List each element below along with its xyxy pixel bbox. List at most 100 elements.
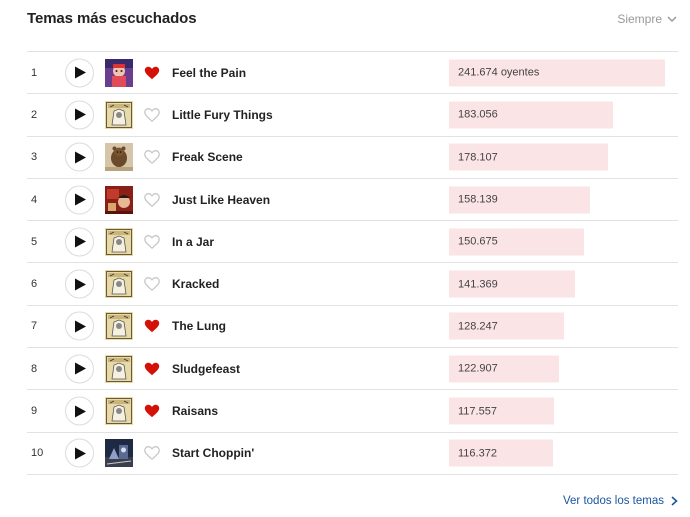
play-button[interactable] [65, 185, 94, 215]
play-icon [75, 278, 86, 291]
listeners-count: 122.907 [458, 362, 498, 375]
listeners-bar [449, 228, 584, 256]
track-name-link[interactable]: Freak Scene [172, 150, 243, 165]
listeners-bar [449, 397, 554, 425]
track-row[interactable]: 7 The Lung 128.247 [27, 306, 678, 349]
track-name-link[interactable]: Little Fury Things [172, 107, 273, 122]
heart-outline-icon[interactable] [144, 192, 160, 207]
track-rank: 2 [31, 108, 38, 121]
track-rank: 3 [31, 151, 38, 164]
heart-outline-icon[interactable] [144, 446, 160, 461]
heart-outline-icon[interactable] [144, 107, 160, 122]
listeners-bar [449, 270, 575, 298]
play-button[interactable] [65, 354, 94, 384]
heart-filled-icon[interactable] [144, 319, 160, 333]
track-row[interactable]: 3 Freak Scene 178.107 [27, 137, 678, 179]
listeners-bar-container: 183.056 [449, 101, 665, 129]
play-icon [75, 447, 86, 460]
play-button[interactable] [65, 58, 94, 88]
listeners-bar-container: 122.907 [449, 355, 665, 383]
heart-outline-icon[interactable] [144, 234, 160, 249]
listeners-count: 117.557 [458, 405, 497, 418]
listeners-bar [449, 439, 553, 467]
track-name-link[interactable]: Kracked [172, 277, 220, 292]
listeners-bar-container: 117.557 [449, 397, 665, 425]
album-art[interactable] [105, 312, 133, 341]
play-icon [75, 66, 86, 79]
track-name-link[interactable]: In a Jar [172, 234, 215, 249]
track-row[interactable]: 10 Start Choppin' 116.372 [27, 433, 678, 475]
album-art[interactable] [105, 143, 133, 172]
listeners-count: 116.372 [458, 447, 497, 460]
top-tracks-list: 1 Feel the Pain 241.674 oyentes 2 Little Fur… [27, 51, 678, 475]
listeners-bar [449, 312, 564, 340]
listeners-bar [449, 186, 590, 214]
listeners-count: 128.247 [458, 320, 498, 333]
album-art[interactable] [105, 185, 133, 214]
chevron-right-icon [671, 496, 678, 506]
track-rank: 6 [31, 278, 38, 291]
listeners-count: 241.674 oyentes [458, 66, 540, 79]
track-row[interactable]: 9 Raisans 117.557 [27, 390, 678, 433]
heart-outline-icon[interactable] [144, 277, 160, 292]
listeners-count: 158.139 [458, 193, 498, 206]
album-art[interactable] [105, 354, 133, 383]
album-art[interactable] [105, 100, 133, 129]
heart-filled-icon[interactable] [144, 362, 160, 376]
track-row[interactable]: 8 Sludgefeast 122.907 [27, 348, 678, 391]
chevron-down-icon [667, 15, 677, 22]
track-rank: 7 [31, 320, 38, 333]
heart-outline-icon[interactable] [144, 150, 160, 165]
track-name-link[interactable]: Start Choppin' [172, 446, 255, 461]
play-button[interactable] [65, 396, 94, 426]
listeners-bar-container: 178.107 [449, 143, 665, 171]
album-art[interactable] [105, 397, 133, 426]
listeners-bar-container: 141.369 [449, 270, 665, 298]
listeners-bar [449, 143, 608, 171]
play-button[interactable] [65, 269, 94, 299]
track-row[interactable]: 1 Feel the Pain 241.674 oyentes [27, 52, 678, 95]
play-button[interactable] [65, 227, 94, 257]
track-name-link[interactable]: Sludgefeast [172, 361, 241, 376]
play-icon [75, 235, 86, 248]
track-rank: 4 [31, 193, 38, 206]
see-all-tracks-link[interactable]: Ver todos los temas [563, 495, 678, 507]
track-name-link[interactable]: The Lung [172, 319, 226, 334]
album-art[interactable] [105, 58, 133, 87]
see-all-label: Ver todos los temas [563, 495, 664, 507]
track-name-link[interactable]: Just Like Heaven [172, 192, 271, 207]
heart-filled-icon[interactable] [144, 66, 160, 80]
listeners-bar-container: 116.372 [449, 439, 665, 467]
listeners-count: 183.056 [458, 108, 498, 121]
track-rank: 9 [31, 405, 38, 418]
track-name-link[interactable]: Feel the Pain [172, 65, 247, 80]
play-button[interactable] [65, 438, 94, 468]
listeners-bar-container: 150.675 [449, 228, 665, 256]
play-button[interactable] [65, 100, 94, 130]
listeners-count: 150.675 [458, 235, 498, 248]
listeners-bar-container: 241.674 oyentes [449, 59, 665, 87]
play-button[interactable] [65, 311, 94, 341]
track-row[interactable]: 5 In a Jar 150.675 [27, 221, 678, 264]
track-rank: 5 [31, 235, 38, 248]
album-art[interactable] [105, 439, 133, 468]
listeners-bar-container: 128.247 [449, 312, 665, 340]
top-tracks-header: Temas más escuchados Siempre [27, 10, 677, 34]
period-label: Siempre [617, 12, 662, 26]
listeners-count: 141.369 [458, 278, 498, 291]
track-rank: 1 [31, 66, 38, 79]
track-row[interactable]: 2 Little Fury Things 183.056 [27, 94, 678, 137]
listeners-bar [449, 59, 665, 87]
listeners-count: 178.107 [458, 151, 498, 164]
heart-filled-icon[interactable] [144, 404, 160, 418]
listeners-bar [449, 101, 613, 129]
play-icon [75, 193, 86, 206]
play-button[interactable] [65, 142, 94, 172]
play-icon [75, 320, 86, 333]
period-dropdown[interactable]: Siempre [617, 12, 677, 26]
album-art[interactable] [105, 227, 133, 256]
album-art[interactable] [105, 270, 133, 299]
track-row[interactable]: 6 Kracked 141.369 [27, 263, 678, 306]
track-name-link[interactable]: Raisans [172, 404, 219, 419]
track-row[interactable]: 4 Just Like Heaven 158.139 [27, 179, 678, 222]
